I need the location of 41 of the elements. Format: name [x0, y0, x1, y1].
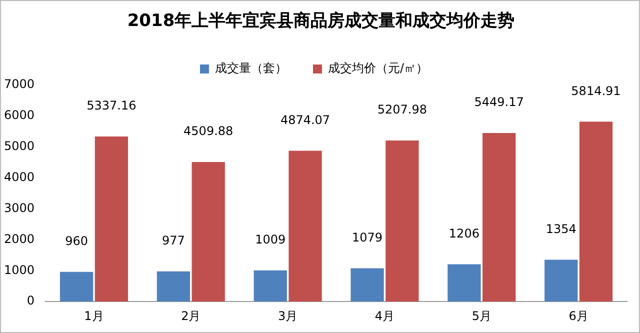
data-label: 4509.88: [184, 124, 234, 138]
x-tick-label: 3月: [278, 308, 298, 323]
x-tick-label: 6月: [568, 308, 588, 323]
data-label: 1206: [448, 226, 480, 240]
data-label: 1009: [255, 232, 286, 247]
y-tick-label: 5000: [4, 139, 35, 154]
x-tick-label: 4月: [374, 308, 395, 323]
data-label: 1079: [352, 230, 383, 244]
bar: [579, 122, 613, 302]
data-label: 5449.17: [474, 95, 524, 110]
bar: [544, 260, 578, 302]
data-label: 5814.91: [571, 84, 621, 98]
y-tick-label: 4000: [4, 170, 35, 184]
bar: [156, 271, 190, 302]
legend-label: 成交量（套）: [214, 61, 287, 76]
y-tick-label: 3000: [4, 200, 35, 215]
y-tick-label: 1000: [4, 262, 35, 277]
bar: [60, 272, 94, 302]
bar: [254, 270, 287, 302]
chart-title: 2018年上半年宜宾县商品房成交量和成交均价走势: [126, 10, 516, 32]
y-tick-label: 6000: [4, 108, 35, 122]
bar: [482, 132, 516, 302]
data-label: 5337.16: [86, 98, 136, 113]
x-tick-label: 5月: [472, 308, 492, 323]
y-tick-label: 0: [26, 294, 35, 308]
bar: [288, 150, 322, 302]
x-tick-label: 2月: [181, 308, 201, 323]
data-label: 960: [65, 234, 88, 248]
x-tick-label: 1月: [84, 308, 104, 323]
data-label: 5207.98: [377, 102, 427, 117]
y-tick-label: 7000: [4, 77, 35, 92]
bar: [448, 264, 481, 302]
data-label: 4874.07: [280, 112, 330, 127]
bar: [192, 162, 225, 302]
legend-label: 成交均价（元/㎡）: [328, 61, 428, 76]
y-tick-label: 2000: [4, 232, 35, 246]
bar: [350, 268, 384, 302]
data-label: 977: [162, 233, 185, 248]
bar: [386, 140, 419, 302]
bar: [94, 136, 128, 302]
data-label: 1354: [546, 222, 576, 236]
